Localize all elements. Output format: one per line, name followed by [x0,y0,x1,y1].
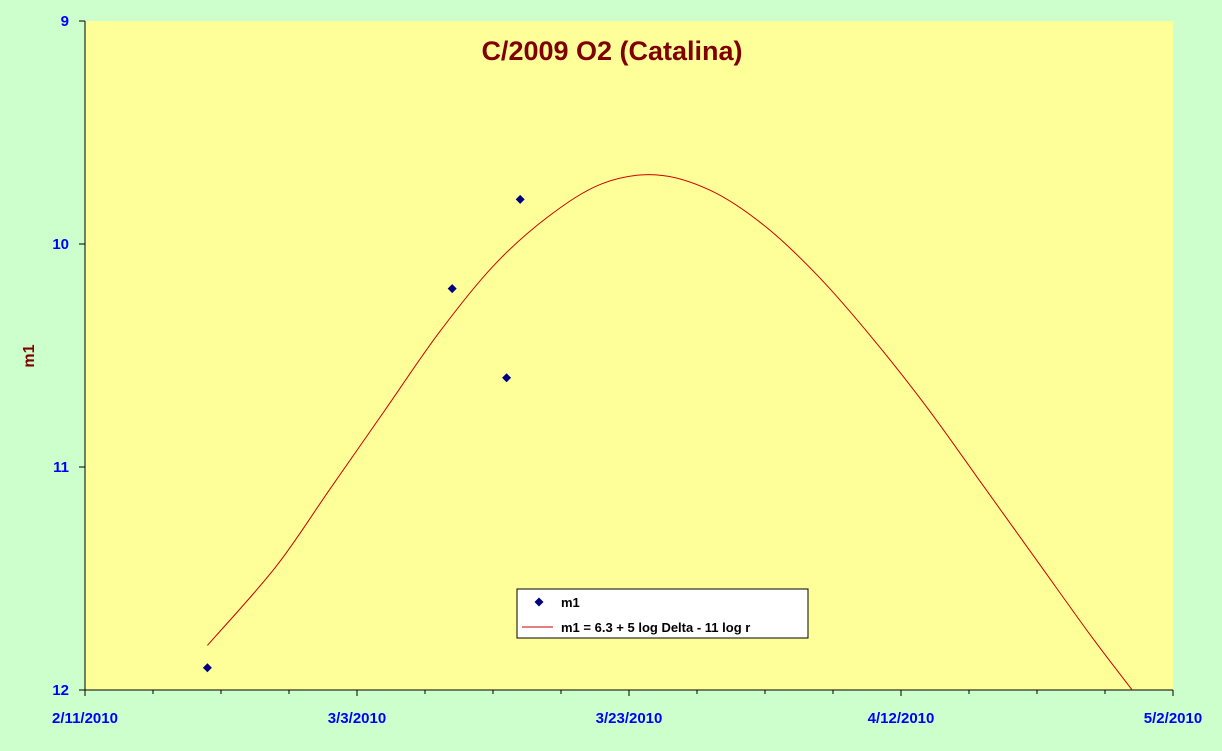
y-axis-label: m1 [21,344,38,367]
y-ticks: 9 10 11 12 [52,13,85,699]
fit-line [207,174,1133,691]
data-point-marker [447,284,457,294]
legend-box [516,588,809,639]
data-point-marker [502,373,512,383]
data-markers [202,194,525,673]
legend-label-points: m1 [561,595,580,610]
y-tick-label: 12 [52,682,69,699]
x-tick-label: 4/12/2010 [868,710,935,727]
chart-title: C/2009 O2 (Catalina) [481,36,742,66]
y-tick-label: 9 [61,13,69,30]
legend-label-fit: m1 = 6.3 + 5 log Delta - 11 log r [561,620,750,635]
legend-marker-icon [534,597,544,607]
x-tick-label: 5/2/2010 [1144,710,1202,727]
x-ticks: 2/11/2010 3/3/2010 3/23/2010 4/12/2010 5/2/2… [52,690,1202,727]
x-tick-label: 3/3/2010 [328,710,386,727]
x-tick-label: 3/23/2010 [596,710,663,727]
legend: m1 m1 = 6.3 + 5 log Delta - 11 log r [516,588,809,639]
x-tick-label: 2/11/2010 [52,710,118,727]
data-point-marker [202,663,212,673]
y-tick-label: 11 [53,459,69,476]
y-tick-label: 10 [52,236,69,253]
data-point-marker [515,194,525,204]
